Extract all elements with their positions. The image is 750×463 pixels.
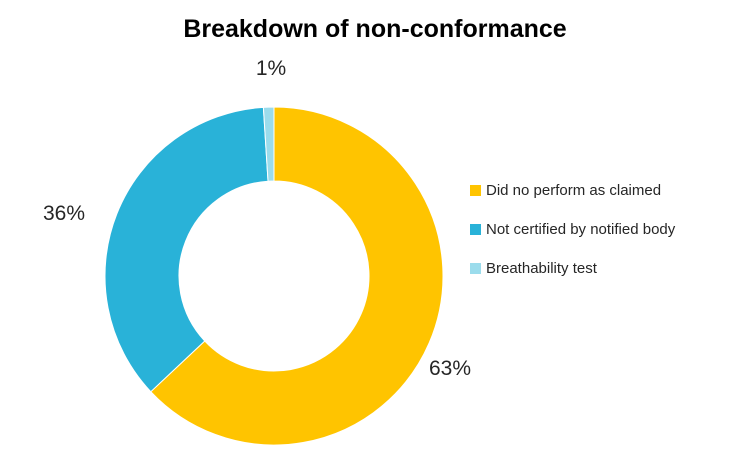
legend-label: Breathability test: [486, 259, 597, 277]
chart-title: Breakdown of non-conformance: [183, 15, 567, 43]
legend-label: Did no perform as claimed: [486, 181, 662, 199]
donut-slice-1: [150, 106, 444, 446]
donut-slice-3: [262, 106, 275, 182]
legend-item-not-certified: Not certified by notified body: [470, 219, 675, 239]
data-label-did-not-perform: 63%: [428, 357, 472, 380]
legend-swatch-icon: [470, 184, 481, 196]
legend-label: Not certified by notified body: [486, 220, 676, 238]
donut-slice-2: [104, 106, 269, 393]
data-label-breathability: 1%: [255, 57, 287, 80]
data-label-not-certified: 36%: [42, 202, 86, 225]
legend-item-did-not-perform: Did no perform as claimed: [470, 180, 675, 200]
legend-item-breathability: Breathability test: [470, 258, 675, 278]
chart-legend: Did no perform as claimed Not certified …: [470, 180, 675, 297]
legend-swatch-icon: [470, 223, 481, 235]
legend-swatch-icon: [470, 262, 481, 274]
